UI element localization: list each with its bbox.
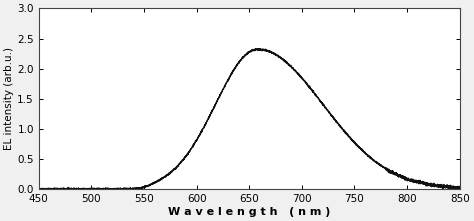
- X-axis label: W a v e l e n g t h   ( n m ): W a v e l e n g t h ( n m ): [168, 207, 330, 217]
- Y-axis label: EL intensity (arb.u.): EL intensity (arb.u.): [4, 47, 14, 150]
